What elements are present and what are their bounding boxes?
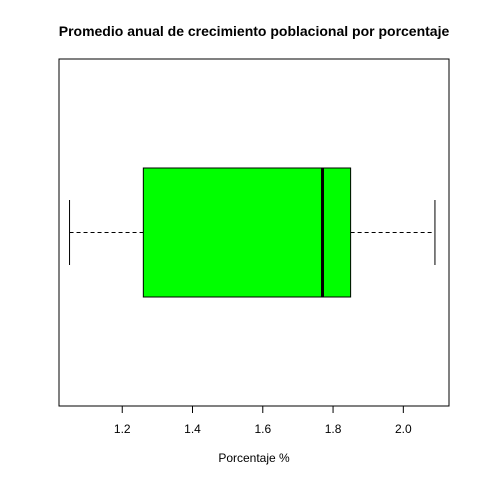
x-tick-label: 1.4 <box>184 422 201 436</box>
iqr-box <box>142 167 352 298</box>
x-axis: 1.2 1.4 1.6 1.8 2.0 <box>114 405 412 436</box>
x-tick-label: 2.0 <box>395 422 412 436</box>
x-tick-label: 1.2 <box>114 422 131 436</box>
chart-title: Promedio anual de crecimiento poblaciona… <box>59 23 450 39</box>
x-axis-label: Porcentaje % <box>218 451 290 465</box>
box-group <box>69 167 436 298</box>
x-tick-label: 1.6 <box>254 422 271 436</box>
x-tick-label: 1.8 <box>325 422 342 436</box>
